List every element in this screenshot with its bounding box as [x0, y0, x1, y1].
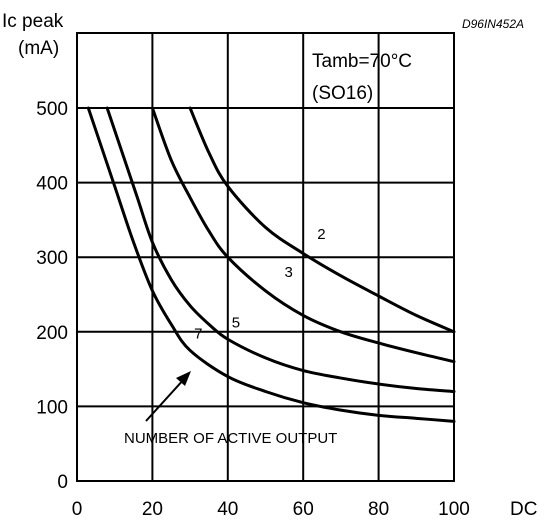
y-axis-label-line2: (mA): [18, 38, 59, 59]
series-label-3: 3: [285, 264, 293, 281]
series-lines: 2 3 5 7: [86, 106, 456, 423]
x-tick-label-0: 0: [72, 499, 83, 520]
series-line-3: [150, 106, 456, 364]
figure-code: D96IN452A: [462, 17, 524, 31]
x-axis-label: DC: [510, 499, 537, 520]
arrow-head: [176, 371, 191, 386]
y-tick-label-500: 500: [36, 99, 68, 120]
y-tick-label-100: 100: [36, 397, 68, 418]
arrow-annotation-label: NUMBER OF ACTIVE OUTPUT: [124, 430, 337, 447]
series-line-2: [188, 106, 456, 334]
condition-annotation-line1: Tamb=70°C: [312, 51, 412, 72]
series-label-5: 5: [232, 314, 240, 331]
series-line-5: [105, 106, 456, 393]
y-tick-label-400: 400: [36, 174, 68, 195]
x-tick-label-60: 60: [293, 499, 314, 520]
x-tick-label-80: 80: [368, 499, 389, 520]
y-tick-label-0: 0: [57, 472, 68, 493]
arrow-shaft: [145, 377, 186, 422]
y-tick-label-200: 200: [36, 323, 68, 344]
condition-annotation-line2: (SO16): [312, 83, 373, 104]
y-axis-label-line1: Ic peak: [2, 11, 64, 32]
series-label-7: 7: [194, 325, 202, 342]
x-tick-label-100: 100: [438, 499, 470, 520]
x-tick-label-20: 20: [142, 499, 163, 520]
grid: [77, 33, 454, 481]
tick-labels: 0 20 40 60 80 100 0 100 200 300 400 500: [36, 99, 470, 520]
x-tick-label-40: 40: [217, 499, 238, 520]
series-line-7: [86, 106, 456, 423]
y-tick-label-300: 300: [36, 248, 68, 269]
series-label-2: 2: [317, 226, 325, 243]
plot-frame: [76, 32, 455, 482]
